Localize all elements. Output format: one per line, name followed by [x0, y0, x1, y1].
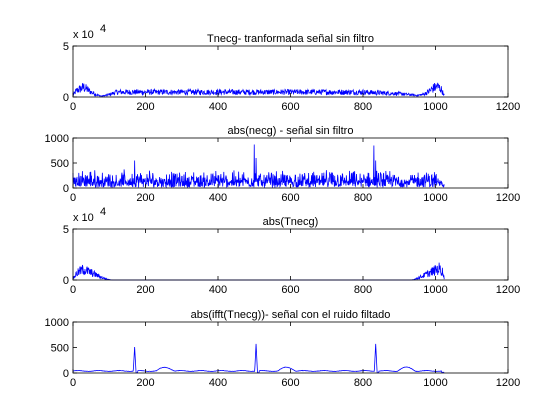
- y-exponent-label: x 10: [73, 29, 94, 41]
- subplot-title: Tnecg- tranformada señal sin filtro: [207, 33, 374, 45]
- x-tick-label: 600: [281, 101, 299, 113]
- x-tick-label: 1000: [423, 101, 447, 113]
- plot-area: [73, 229, 508, 280]
- y-tick-label: 1000: [45, 133, 69, 145]
- series-line-1: [72, 82, 445, 98]
- x-tick-label: 600: [281, 377, 299, 389]
- x-tick-label: 200: [136, 284, 154, 296]
- subplot-2: 0 200 400 600 800 1000 1200 0 500 1000 abs(necg) -…: [45, 125, 521, 204]
- x-tick-label: 400: [209, 101, 227, 113]
- y-exponent-power: 4: [100, 23, 106, 35]
- x-tick-label: 600: [281, 284, 299, 296]
- subplot-title: abs(necg) - señal sin filtro: [228, 125, 354, 137]
- y-tick-label: 500: [51, 158, 69, 170]
- subplot-4: 0 200 400 600 800 1000 1200 0 500 1000 abs(ifft(Tn…: [45, 309, 521, 389]
- y-exponent-label: x 10: [73, 212, 94, 224]
- x-tick-label: 600: [281, 192, 299, 204]
- x-tick-label: 200: [136, 101, 154, 113]
- x-tick-label: 1000: [423, 192, 447, 204]
- y-tick-label: 5: [63, 224, 69, 236]
- x-tick-label: 0: [70, 101, 76, 113]
- x-tick-label: 200: [136, 192, 154, 204]
- series-line-1: [72, 144, 445, 189]
- x-tick-label: 1000: [423, 284, 447, 296]
- x-tick-label: 1000: [423, 377, 447, 389]
- plot-area: [73, 322, 508, 373]
- subplot-title: abs(ifft(Tnecg))- señal con el ruido fil…: [191, 309, 391, 321]
- y-tick-label: 5: [63, 41, 69, 53]
- y-tick-label: 0: [63, 183, 69, 195]
- y-tick-label: 0: [63, 368, 69, 380]
- y-exponent-power: 4: [100, 206, 106, 218]
- y-tick-label: 0: [63, 275, 69, 287]
- x-tick-label: 0: [70, 192, 76, 204]
- x-tick-label: 800: [354, 377, 372, 389]
- subplot-title: abs(Tnecg): [263, 216, 319, 228]
- x-tick-label: 1200: [496, 377, 520, 389]
- x-tick-label: 1200: [496, 101, 520, 113]
- y-tick-label: 0: [63, 92, 69, 104]
- x-tick-label: 0: [70, 284, 76, 296]
- x-tick-label: 1200: [496, 284, 520, 296]
- subplot-1: 0 200 400 600 800 1000 1200 0 5 x 10 4 Tnecg- tranf…: [63, 23, 520, 113]
- x-tick-label: 800: [354, 284, 372, 296]
- x-tick-label: 800: [354, 192, 372, 204]
- x-tick-label: 400: [209, 377, 227, 389]
- y-tick-label: 500: [51, 343, 69, 355]
- x-tick-label: 400: [209, 284, 227, 296]
- x-tick-label: 200: [136, 377, 154, 389]
- x-tick-label: 400: [209, 192, 227, 204]
- x-tick-label: 1200: [496, 192, 520, 204]
- x-tick-label: 800: [354, 101, 372, 113]
- x-tick-label: 0: [70, 377, 76, 389]
- subplot-3: 0 200 400 600 800 1000 1200 0 5 x 10 4 abs(Tnecg): [63, 206, 520, 296]
- y-tick-label: 1000: [45, 317, 69, 329]
